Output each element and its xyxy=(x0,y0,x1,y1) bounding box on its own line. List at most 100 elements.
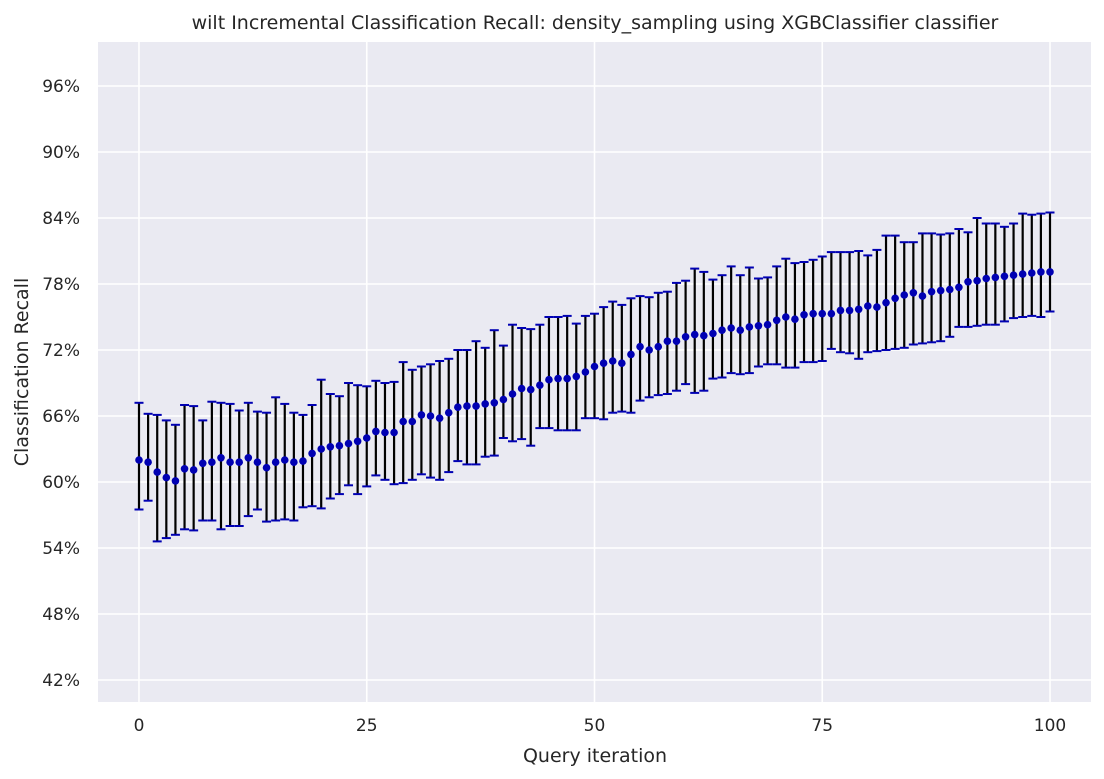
data-point xyxy=(600,359,608,367)
data-point xyxy=(381,429,389,437)
data-point xyxy=(554,375,562,383)
data-point xyxy=(764,321,772,329)
data-point xyxy=(536,381,544,389)
data-point xyxy=(791,315,799,323)
y-axis-ticks: 42% 48% 54% 60% 66% 72% 78% 84% 90% 96% xyxy=(42,77,80,691)
data-point xyxy=(308,450,316,458)
data-point xyxy=(727,324,735,332)
data-point xyxy=(992,274,1000,282)
data-point xyxy=(408,418,416,426)
data-point xyxy=(654,343,662,351)
data-point xyxy=(563,375,571,383)
data-point xyxy=(208,458,216,466)
data-point xyxy=(673,337,681,345)
x-tick-label: 75 xyxy=(811,716,833,736)
y-tick-label: 54% xyxy=(42,539,80,559)
data-point xyxy=(144,458,152,466)
data-point xyxy=(290,458,298,466)
data-point xyxy=(645,346,653,354)
data-point xyxy=(490,399,498,407)
data-point xyxy=(855,306,863,314)
data-point xyxy=(837,307,845,315)
data-point xyxy=(1019,270,1027,278)
data-point xyxy=(937,287,945,295)
y-tick-label: 72% xyxy=(42,341,80,361)
data-point xyxy=(773,317,781,325)
data-point xyxy=(363,434,371,442)
data-point xyxy=(882,299,890,307)
data-point xyxy=(217,454,225,462)
data-point xyxy=(509,390,517,398)
data-point xyxy=(245,454,253,462)
data-point xyxy=(527,386,535,394)
data-point xyxy=(973,277,981,285)
data-point xyxy=(500,396,508,404)
data-point xyxy=(636,343,644,351)
data-point xyxy=(1046,268,1054,276)
data-point xyxy=(718,326,726,334)
x-tick-label: 0 xyxy=(134,716,145,736)
data-point xyxy=(746,323,754,331)
y-tick-label: 96% xyxy=(42,77,80,97)
data-point xyxy=(163,474,171,482)
data-point xyxy=(372,428,380,436)
y-tick-label: 78% xyxy=(42,275,80,295)
data-point xyxy=(327,443,335,451)
data-point xyxy=(755,322,763,330)
data-point xyxy=(153,468,161,476)
data-point xyxy=(618,359,626,367)
data-point xyxy=(609,357,617,365)
data-point xyxy=(445,409,453,417)
data-point xyxy=(235,458,243,466)
data-point xyxy=(299,457,307,465)
data-point xyxy=(336,442,344,450)
data-point xyxy=(1037,268,1045,276)
data-point xyxy=(1028,269,1036,277)
data-point xyxy=(736,326,744,334)
data-point xyxy=(982,275,990,283)
data-point xyxy=(910,289,918,297)
y-tick-label: 90% xyxy=(42,143,80,163)
x-tick-label: 25 xyxy=(356,716,378,736)
data-point xyxy=(582,368,590,376)
data-point xyxy=(782,313,790,321)
data-point xyxy=(891,295,899,303)
data-point xyxy=(354,438,362,446)
data-point xyxy=(390,429,398,437)
data-point xyxy=(190,466,198,474)
data-point xyxy=(873,303,881,311)
data-point xyxy=(226,458,234,466)
data-point xyxy=(682,333,690,341)
data-point xyxy=(900,291,908,299)
chart-title: wilt Incremental Classification Recall: … xyxy=(192,12,999,34)
data-point xyxy=(955,284,963,292)
x-axis-label: Query iteration xyxy=(523,745,667,767)
data-point xyxy=(946,286,954,294)
data-point xyxy=(709,330,717,338)
data-point xyxy=(928,288,936,296)
data-point xyxy=(481,400,489,408)
data-point xyxy=(135,456,143,464)
data-point xyxy=(254,458,262,466)
data-point xyxy=(627,351,635,359)
data-point xyxy=(545,376,553,384)
data-point xyxy=(263,464,271,472)
data-point xyxy=(199,460,207,468)
y-tick-label: 66% xyxy=(42,407,80,427)
data-point xyxy=(846,307,854,315)
data-point xyxy=(454,403,462,411)
data-point xyxy=(664,337,672,345)
data-point xyxy=(828,310,836,318)
data-point xyxy=(691,331,699,339)
data-point xyxy=(864,302,872,310)
y-tick-label: 42% xyxy=(42,671,80,691)
data-point xyxy=(272,458,280,466)
data-point xyxy=(281,456,289,464)
data-point xyxy=(1001,273,1009,281)
data-point xyxy=(591,363,599,371)
data-point xyxy=(572,373,580,381)
data-point xyxy=(472,402,480,410)
data-point xyxy=(181,465,189,473)
data-point xyxy=(518,385,526,393)
